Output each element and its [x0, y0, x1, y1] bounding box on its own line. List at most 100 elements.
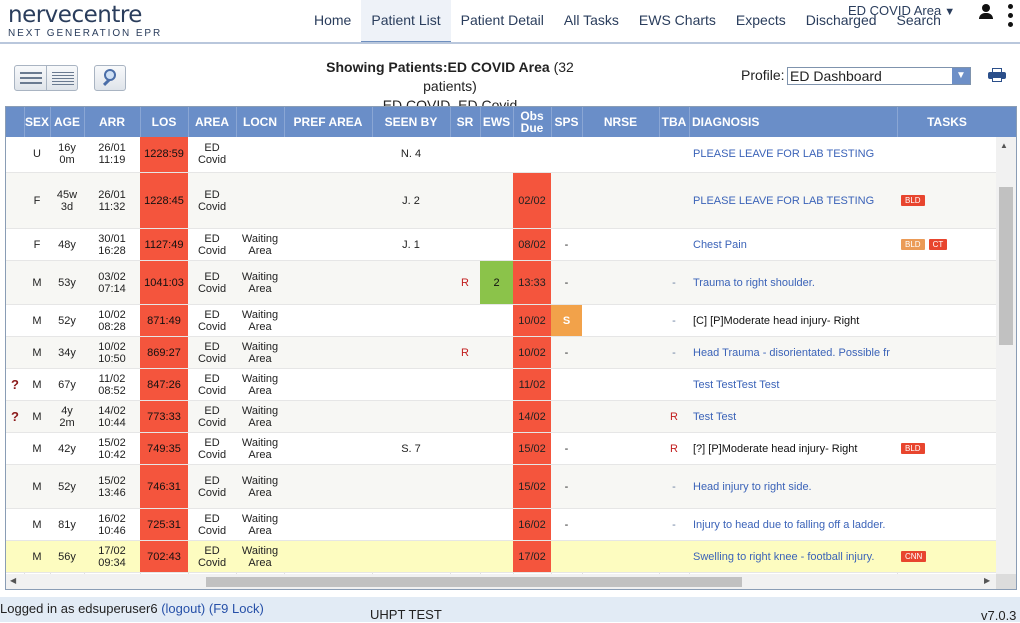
nav-search[interactable]: Search [896, 12, 941, 28]
logout-link[interactable]: (logout) [161, 601, 206, 616]
cell-sps: - [564, 276, 569, 289]
cell-age: 42y [58, 442, 76, 455]
vertical-scroll-thumb[interactable] [999, 187, 1013, 345]
cell-ews [480, 173, 513, 228]
diagnosis-text[interactable]: Chest Pain [693, 238, 747, 251]
scroll-left-icon[interactable]: ◀ [10, 576, 17, 585]
scroll-right-icon[interactable]: ▶ [984, 576, 991, 585]
diagnosis-text[interactable]: Test Test [693, 410, 737, 423]
column-header-locn[interactable]: LOCN [243, 115, 277, 129]
diagnosis-text[interactable]: PLEASE LEAVE FOR LAB TESTING [693, 147, 875, 160]
patient-row[interactable]: M 52y 15/02 13:46 746:31 ED Covid Waiting Are… [6, 465, 996, 509]
column-header-pref[interactable]: PREF AREA [293, 115, 363, 129]
cell-sr [450, 305, 480, 336]
patient-row[interactable]: F 45w 3d 26/01 11:32 1228:45 ED Covid J. 2 02/… [6, 173, 996, 229]
diagnosis-text[interactable]: Injury to head due to falling off a ladd… [693, 518, 886, 531]
diagnosis-text[interactable]: Head Trauma - disorientated. Possible fr [693, 346, 890, 359]
cell-obs: 08/02 [513, 229, 551, 260]
diagnosis-text[interactable]: PLEASE LEAVE FOR LAB TESTING [693, 194, 875, 207]
column-header-seen[interactable]: SEEN BY [384, 115, 438, 129]
diagnosis-text[interactable]: [?] [P]Moderate head injury- Right [693, 442, 858, 455]
patient-row[interactable]: U 16y 0m 26/01 11:19 1228:59 ED Covid N. 4 PLE… [6, 137, 996, 173]
diagnosis-text[interactable]: Swelling to right knee - football injury… [693, 550, 875, 563]
patient-grid: SEX AGE ARR LOS AREA LOCN PREF AREA SEEN BY SR EW… [5, 106, 1017, 590]
showing-patients-header: Showing Patients:ED COVID Area (32 patie… [300, 58, 600, 115]
column-header-age[interactable]: AGE [53, 115, 80, 129]
horizontal-scroll-thumb[interactable] [206, 577, 742, 587]
list-view-button[interactable] [15, 66, 46, 90]
diagnosis-text[interactable]: Trauma to right shoulder. [693, 276, 815, 289]
patient-row[interactable]: M 81y 16/02 10:46 725:31 ED Covid Waiting Are… [6, 509, 996, 541]
cell-sps [551, 541, 582, 572]
column-header-diag[interactable]: DIAGNOSIS [692, 115, 760, 129]
column-header-sps[interactable]: SPS [554, 115, 579, 129]
cell-arr: 10/02 10:50 [98, 340, 126, 365]
top-bar: nervecentre NEXT GENERATION EPR Home Pat… [0, 0, 1020, 44]
lock-link[interactable]: (F9 Lock) [208, 601, 264, 616]
cell-los: 725:31 [140, 509, 188, 540]
question-icon[interactable]: ? [11, 376, 19, 392]
task-badge[interactable]: CT [928, 239, 948, 250]
cell-obs: 14/02 [513, 401, 551, 432]
nav-all-tasks[interactable]: All Tasks [563, 12, 619, 28]
patient-row[interactable]: ? M 4y 2m 14/02 10:44 773:33 ED Covid Waiting … [6, 401, 996, 433]
task-badge[interactable]: BLD [901, 443, 925, 454]
diagnosis-text[interactable]: Head injury to right side. [693, 480, 812, 493]
column-separator [450, 107, 451, 137]
profile-select[interactable]: ED Dashboard ▼ [787, 67, 971, 85]
user-icon[interactable] [978, 4, 994, 20]
vertical-scrollbar[interactable]: ▲ [996, 137, 1016, 574]
task-badge[interactable]: BLD [901, 195, 925, 206]
nav-patient-list[interactable]: Patient List [361, 0, 451, 44]
patient-row[interactable]: F 48y 30/01 16:28 1127:49 ED Covid Waiting Ar… [6, 229, 996, 261]
column-header-sr[interactable]: SR [456, 115, 474, 129]
nav-divider [0, 42, 1020, 44]
column-header-obs[interactable]: Obs Due [520, 109, 544, 135]
patient-row[interactable]: M 56y 17/02 09:34 702:43 ED Covid Waiting Are… [6, 541, 996, 573]
diagnosis-text[interactable]: [C] [P]Moderate head injury- Right [693, 314, 860, 327]
patient-row[interactable]: M 52y 10/02 08:28 871:49 ED Covid Waiting Are… [6, 305, 996, 337]
patient-row[interactable]: M 34y 10/02 10:50 869:27 ED Covid Waiting Are… [6, 337, 996, 369]
cell-obs: 15/02 [513, 433, 551, 464]
cell-area: ED Covid [197, 404, 227, 429]
scroll-up-icon[interactable]: ▲ [1000, 141, 1008, 150]
area-selector[interactable]: ED COVID Area ▼ [848, 3, 955, 18]
nav-discharged[interactable]: Discharged [805, 12, 877, 28]
cell-flag [6, 337, 24, 368]
patient-row[interactable]: M 42y 15/02 10:42 749:35 ED Covid Waiting Are… [6, 433, 996, 465]
cell-los: 746:31 [140, 465, 188, 508]
column-header-tba[interactable]: TBA [661, 115, 687, 129]
column-header-area[interactable]: AREA [194, 115, 229, 129]
patient-row[interactable]: ? M 67y 11/02 08:52 847:26 ED Covid Waiting Ar… [6, 369, 996, 401]
cell-sps: - [564, 518, 569, 531]
column-header-arr[interactable]: ARR [99, 115, 125, 129]
cell-area: ED Covid [197, 141, 227, 166]
compact-view-button[interactable] [45, 66, 77, 90]
find-patient-button[interactable] [94, 65, 126, 91]
task-badge[interactable]: BLD [901, 239, 925, 250]
column-header-tasks[interactable]: TASKS [927, 115, 967, 129]
kebab-menu-icon[interactable] [1006, 2, 1014, 32]
cell-ews [480, 401, 513, 432]
cell-diag: Head Trauma - disorientated. Possible fr [689, 337, 897, 368]
column-header-sex[interactable]: SEX [24, 115, 49, 129]
cell-seen [372, 401, 450, 432]
cell-tasks [897, 261, 996, 304]
diagnosis-text[interactable]: Test TestTest Test [693, 378, 780, 391]
nav-ews-charts[interactable]: EWS Charts [638, 12, 716, 28]
nav-patient-detail[interactable]: Patient Detail [460, 12, 544, 28]
horizontal-scrollbar[interactable]: ◀ ▶ [6, 574, 996, 589]
nav-home[interactable]: Home [314, 12, 352, 28]
column-header-ews[interactable]: EWS [482, 115, 511, 129]
question-icon[interactable]: ? [11, 408, 19, 424]
task-badge[interactable]: CNN [901, 551, 927, 562]
cell-flag [6, 541, 24, 572]
nervecentre-logo[interactable]: nervecentre NEXT GENERATION EPR [8, 2, 162, 39]
column-header-nrse[interactable]: NRSE [603, 115, 638, 129]
nav-expects[interactable]: Expects [735, 12, 786, 28]
patient-row[interactable]: M 53y 03/02 07:14 1041:03 ED Covid Waiting Ar… [6, 261, 996, 305]
cell-los: 847:26 [140, 369, 188, 400]
column-header-los[interactable]: LOS [151, 115, 177, 129]
cell-sr [450, 541, 480, 572]
printer-icon[interactable] [988, 68, 1006, 82]
